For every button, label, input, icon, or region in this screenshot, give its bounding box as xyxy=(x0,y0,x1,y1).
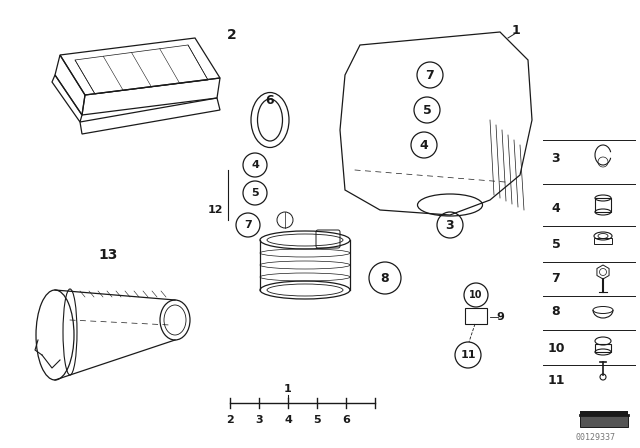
Text: 7: 7 xyxy=(426,69,435,82)
Text: 3: 3 xyxy=(552,151,560,164)
Text: 9: 9 xyxy=(496,312,504,322)
Text: 10: 10 xyxy=(547,341,564,354)
Text: 7: 7 xyxy=(244,220,252,230)
Text: 2: 2 xyxy=(226,415,234,425)
Text: 11: 11 xyxy=(547,374,564,387)
Bar xyxy=(595,344,611,352)
Text: 5: 5 xyxy=(313,415,321,425)
Bar xyxy=(595,198,611,212)
Text: 6: 6 xyxy=(342,415,350,425)
Text: 5: 5 xyxy=(422,103,431,116)
Text: 1: 1 xyxy=(284,384,292,394)
Text: 12: 12 xyxy=(207,205,223,215)
Text: 4: 4 xyxy=(284,415,292,425)
Text: 10: 10 xyxy=(469,290,483,300)
Text: 2: 2 xyxy=(227,28,237,42)
Text: 00129337: 00129337 xyxy=(575,432,615,441)
Text: 8: 8 xyxy=(552,305,560,318)
Text: 5: 5 xyxy=(251,188,259,198)
Text: 13: 13 xyxy=(99,248,118,262)
Text: 5: 5 xyxy=(552,237,561,250)
Text: 7: 7 xyxy=(552,271,561,284)
Text: 11: 11 xyxy=(460,350,476,360)
Text: 4: 4 xyxy=(251,160,259,170)
Text: 3: 3 xyxy=(255,415,263,425)
Bar xyxy=(580,415,628,427)
Polygon shape xyxy=(580,411,628,415)
Text: 3: 3 xyxy=(445,219,454,232)
Text: 8: 8 xyxy=(381,271,389,284)
Bar xyxy=(465,308,487,324)
Text: 6: 6 xyxy=(266,94,275,107)
Text: 4: 4 xyxy=(552,202,561,215)
Text: 1: 1 xyxy=(511,23,520,36)
Bar xyxy=(594,238,612,244)
Text: 4: 4 xyxy=(420,138,428,151)
